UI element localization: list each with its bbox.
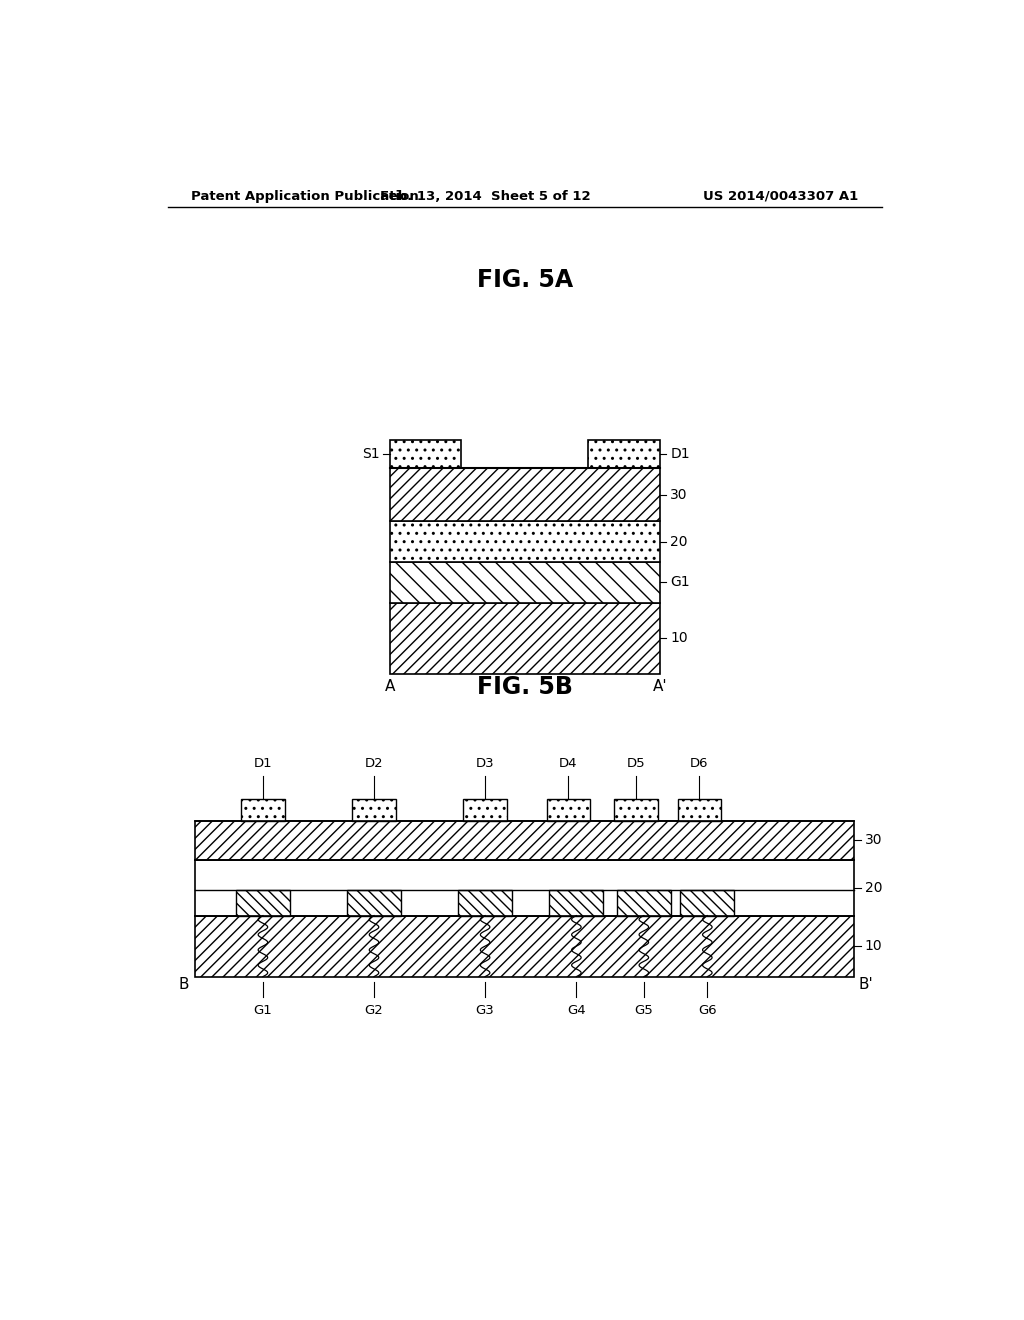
Text: D3: D3 (476, 758, 495, 771)
Bar (347, 890, 401, 916)
Text: G1: G1 (670, 576, 690, 589)
Bar (241, 799, 285, 821)
Text: A: A (385, 680, 395, 694)
Text: 20: 20 (864, 880, 882, 895)
Text: US 2014/0043307 A1: US 2014/0043307 A1 (702, 190, 858, 202)
Text: Feb. 13, 2014  Sheet 5 of 12: Feb. 13, 2014 Sheet 5 of 12 (380, 190, 591, 202)
Text: FIG. 5A: FIG. 5A (477, 268, 572, 292)
Bar (614, 799, 657, 821)
Text: G1: G1 (254, 1005, 272, 1016)
Text: D1: D1 (670, 447, 690, 461)
Text: B: B (178, 977, 188, 993)
Bar (616, 890, 671, 916)
Text: G2: G2 (365, 1005, 383, 1016)
Bar (458, 890, 512, 916)
Bar (352, 799, 396, 821)
Bar (196, 916, 854, 977)
Bar (236, 890, 290, 916)
Bar (390, 562, 659, 602)
Text: 10: 10 (864, 939, 883, 953)
Bar (547, 799, 590, 821)
Bar (390, 521, 659, 562)
Text: 30: 30 (864, 833, 882, 847)
Text: D1: D1 (254, 758, 272, 771)
Bar (588, 440, 659, 469)
Bar (463, 799, 507, 821)
Text: S1: S1 (361, 447, 380, 461)
Text: 10: 10 (670, 631, 688, 645)
Bar (678, 799, 721, 821)
Text: D2: D2 (365, 758, 383, 771)
Text: Patent Application Publication: Patent Application Publication (191, 190, 419, 202)
Text: D4: D4 (559, 758, 578, 771)
Bar (196, 859, 854, 916)
Text: 30: 30 (670, 488, 688, 502)
Text: G3: G3 (476, 1005, 495, 1016)
Bar (196, 859, 854, 916)
Text: FIG. 5B: FIG. 5B (477, 675, 572, 698)
Text: G6: G6 (698, 1005, 717, 1016)
Bar (196, 821, 854, 859)
Text: G5: G5 (635, 1005, 653, 1016)
Text: G4: G4 (567, 1005, 586, 1016)
Bar (680, 890, 734, 916)
Text: 20: 20 (670, 535, 688, 549)
Text: D6: D6 (690, 758, 709, 771)
Bar (390, 469, 659, 521)
Text: B': B' (859, 977, 873, 993)
Bar (390, 440, 462, 469)
Bar (550, 890, 603, 916)
Text: D5: D5 (627, 758, 645, 771)
Text: A': A' (652, 680, 667, 694)
Bar (390, 602, 659, 673)
